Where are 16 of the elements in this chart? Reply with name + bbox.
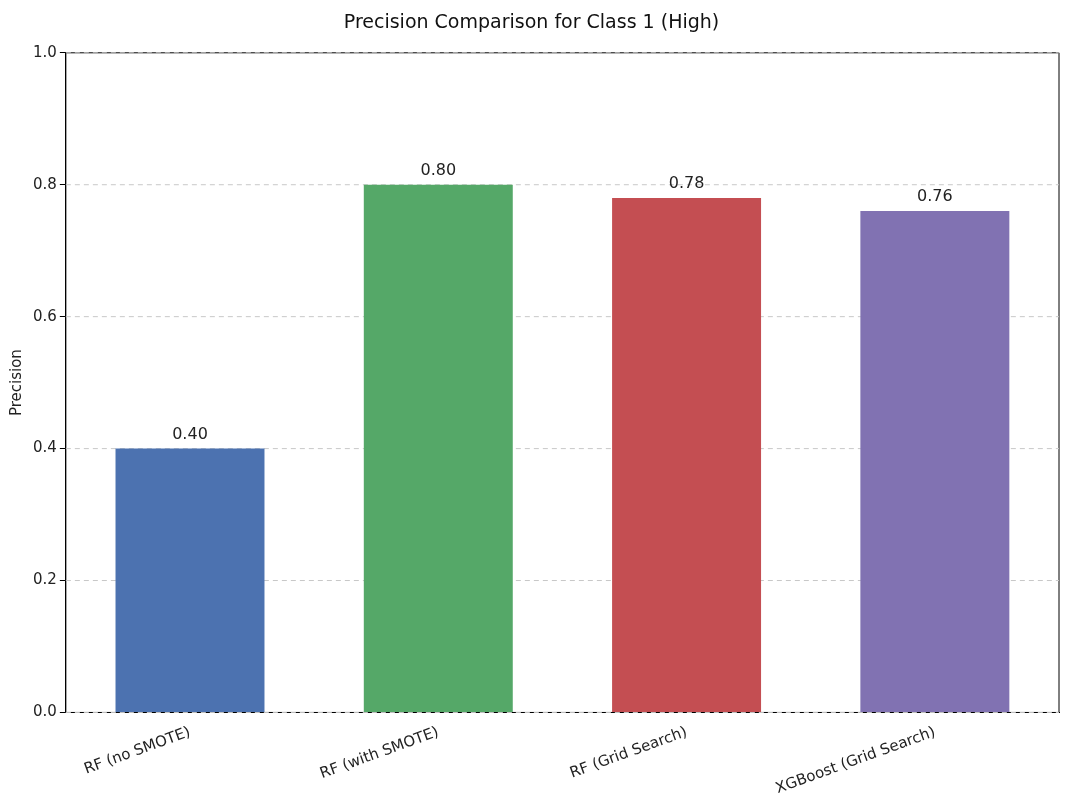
chart-title: Precision Comparison for Class 1 (High)	[343, 10, 720, 33]
bar	[115, 448, 265, 712]
y-tick-label: 0.8	[33, 174, 57, 193]
y-tick-label: 0.6	[33, 306, 57, 325]
y-tick-label: 0.4	[33, 438, 57, 457]
data-label: 0.76	[917, 186, 953, 206]
y-axis-title: Precision	[6, 349, 25, 417]
y-tick-label: 1.0	[33, 42, 57, 61]
data-label: 0.78	[668, 173, 705, 193]
bar	[860, 211, 1010, 712]
data-label: 0.80	[420, 159, 457, 179]
data-label: 0.40	[172, 423, 208, 443]
bar	[612, 197, 762, 712]
bar	[363, 184, 513, 712]
y-tick-label: 0.0	[33, 702, 57, 721]
y-tick-label: 0.2	[33, 570, 57, 589]
